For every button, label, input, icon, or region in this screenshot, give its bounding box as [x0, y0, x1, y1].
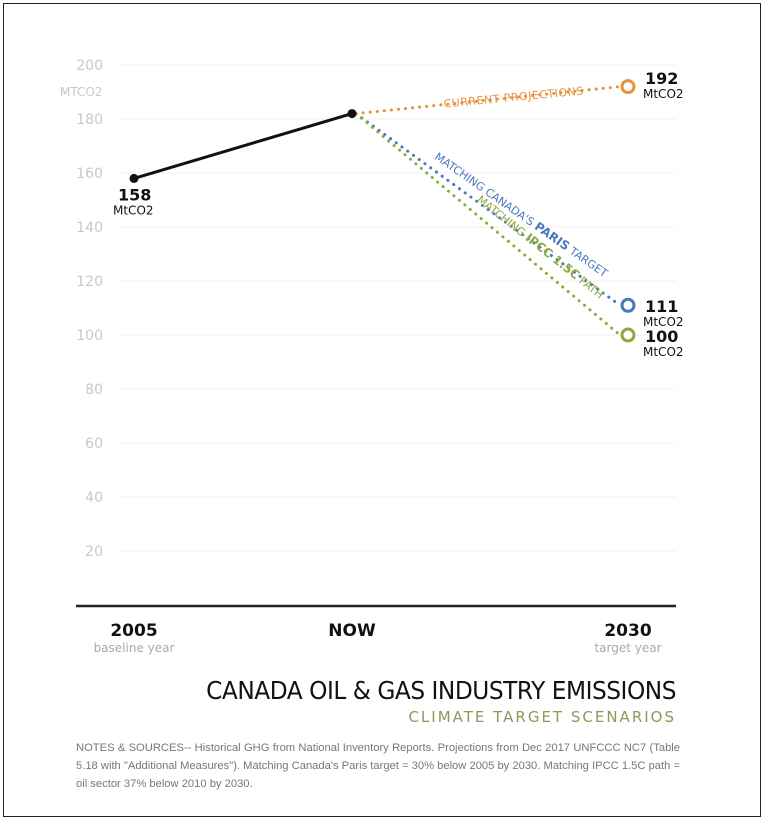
series-label: MATCHING IPCC 1.5C PATH: [474, 192, 606, 301]
x-tick-sublabel: target year: [594, 641, 661, 655]
chart-title: CANADA OIL & GAS INDUSTRY EMISSIONS: [206, 676, 676, 705]
x-tick-label: NOW: [328, 621, 376, 641]
historical-point: [129, 173, 139, 183]
baseline-value-label: 158: [118, 185, 151, 204]
target-value-label: 111: [645, 297, 678, 316]
projection-line: [354, 112, 622, 337]
historical-point: [347, 109, 357, 119]
x-tick-label: 2030: [604, 621, 651, 641]
y-tick-label: 20: [85, 544, 103, 560]
y-tick-label: 80: [85, 382, 103, 398]
projection-line: [354, 112, 622, 307]
y-tick-label: 100: [76, 328, 103, 344]
y-tick-label: 160: [76, 166, 103, 182]
target-value-unit: MtCO2: [643, 87, 684, 101]
target-point: [620, 79, 636, 95]
target-value-unit: MtCO2: [643, 345, 684, 359]
y-tick-label: 140: [76, 220, 103, 236]
historical-line: [133, 112, 353, 180]
target-value-label: 192: [645, 69, 678, 88]
x-tick-sublabel: baseline year: [94, 641, 175, 655]
y-tick-label: 60: [85, 436, 103, 452]
projection-line: [354, 85, 622, 116]
chart-subtitle: CLIMATE TARGET SCENARIOS: [408, 708, 676, 726]
notes-and-sources: NOTES & SOURCES-- Historical GHG from Na…: [76, 742, 680, 790]
series-label-current: CURRENT PROJECTIONS: [443, 84, 584, 110]
target-point: [620, 297, 636, 313]
target-point: [620, 327, 636, 343]
target-value-unit: MtCO2: [643, 315, 684, 329]
y-axis-unit-label: MTCO2: [60, 85, 102, 99]
y-tick-label: 40: [85, 490, 103, 506]
y-tick-label: 180: [76, 112, 103, 128]
chart-frame: [3, 3, 761, 817]
target-value-label: 100: [645, 327, 678, 346]
x-tick-label: 2005: [110, 621, 157, 641]
baseline-value-unit: MtCO2: [113, 203, 154, 217]
y-tick-label: 200: [76, 58, 103, 74]
series-label: MATCHING CANADA'S PARIS TARGET: [432, 149, 611, 280]
y-tick-label: 120: [76, 274, 103, 290]
